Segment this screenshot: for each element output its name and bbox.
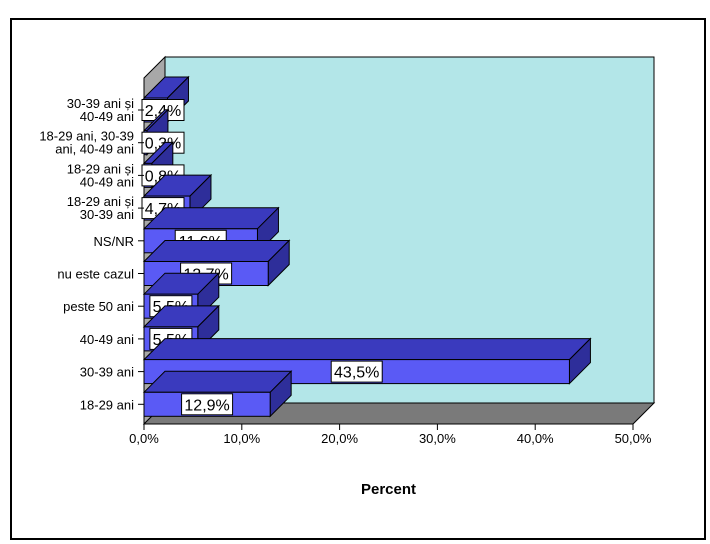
category-label: NS/NR [94,234,134,249]
category-label-line: 40-49 ani [80,174,134,189]
data-label-box [330,360,383,383]
bar-top [142,207,280,230]
category-label: 30-39 ani și 40-49 ani [67,96,134,124]
category-label-line: 30-39 ani și [67,96,134,111]
category-label-line: 18-29 ani și [67,194,134,209]
category-label: 18-29 ani, 30-39 ani, 40-49 ani [39,129,134,157]
category-label-line: 40-49 ani [80,109,134,124]
x-tick-label: 30,0% [419,431,456,446]
data-label-box [181,393,234,416]
category-label: nu este cazul [57,267,134,282]
bar-10: 12,9% [142,370,293,418]
category-label-line: 18-29 ani și [67,161,134,176]
bar-top [142,370,293,393]
category-label: 30-39 ani [80,365,134,380]
category-label-line: 30-39 ani [80,207,134,222]
category-label: 40-49 ani [80,332,134,347]
category-label-line: nu este cazul [57,267,134,282]
x-tick-label: 40,0% [517,431,554,446]
category-label: peste 50 ani [63,299,134,314]
title-strip [0,0,710,18]
x-tick-label: 0,0% [129,431,159,446]
bar-3: 0,8% [141,141,185,189]
x-tick-label: 20,0% [321,431,358,446]
category-label-line: ani, 40-49 ani [55,142,134,157]
x-tick-label: 10,0% [223,431,260,446]
data-label: 12,9% [184,397,229,414]
category-label-line: NS/NR [94,234,134,249]
category-label-line: peste 50 ani [63,299,134,314]
category-label-line: 40-49 ani [80,332,134,347]
chart-frame: 0,0%10,0%20,0%30,0%40,0%50,0%Percent2,4%… [10,18,706,540]
x-tick-label: 50,0% [615,431,652,446]
bar-top [142,338,592,361]
category-label-line: 30-39 ani [80,365,134,380]
category-label: 18-29 ani [80,397,134,412]
category-label-line: 18-29 ani, 30-39 [39,129,134,144]
bar-top [142,240,291,262]
data-label: 43,5% [334,365,379,382]
category-label: 18-29 ani și 30-39 ani [67,194,134,222]
bar-chart: 0,0%10,0%20,0%30,0%40,0%50,0%Percent2,4%… [39,55,656,498]
category-label-line: 18-29 ani [80,397,134,412]
x-axis-title: Percent [361,481,416,498]
category-label: 18-29 ani și 40-49 ani [67,161,134,189]
